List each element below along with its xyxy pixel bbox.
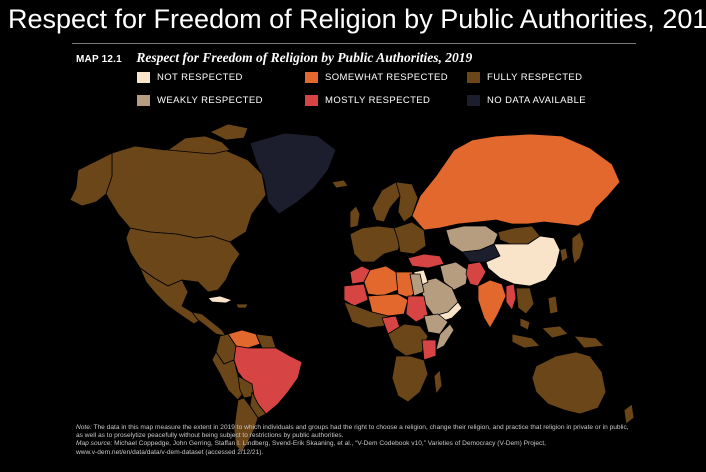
region-central-america: [191, 311, 227, 337]
region-india: [477, 279, 507, 329]
region-brazil: [233, 345, 303, 415]
legend-label: SOMEWHAT RESPECTED: [325, 71, 448, 83]
map-title: Respect for Freedom of Religion by Publi…: [136, 50, 473, 65]
region-arctic-islands-2: [209, 123, 249, 141]
legend-swatch-mostly-respected: [305, 94, 318, 106]
title-divider: [72, 43, 636, 44]
region-cuba: [207, 295, 233, 304]
region-japan: [571, 231, 585, 265]
region-sudan: [405, 295, 429, 323]
source-label: Map source:: [76, 440, 113, 448]
note-paragraph: Note: The data in this map measure the e…: [76, 424, 636, 440]
region-indonesia-2: [541, 325, 569, 339]
region-east-africa: [421, 339, 437, 361]
legend-swatch-not-respected: [137, 71, 150, 83]
region-greenland: [249, 132, 337, 215]
region-indochina: [515, 287, 535, 315]
region-russia: [411, 133, 621, 231]
region-arctic-islands: [167, 135, 231, 155]
legend-swatch-no-data: [467, 94, 480, 106]
region-mauritania: [343, 283, 369, 307]
map-number: MAP 12.1: [76, 54, 122, 65]
legend-label: MOSTLY RESPECTED: [325, 94, 431, 106]
legend-label: WEAKLY RESPECTED: [157, 94, 263, 106]
slide-title: Respect for Freedom of Religion by Publi…: [8, 4, 706, 34]
legend-label: NOT RESPECTED: [157, 71, 243, 83]
region-iran: [439, 261, 469, 291]
note-label: Note:: [76, 424, 92, 431]
region-turkey: [407, 253, 445, 269]
legend-item-fully-respected: FULLY RESPECTED: [467, 70, 582, 84]
region-korea: [559, 247, 569, 263]
region-myanmar: [505, 283, 517, 311]
source-url: www.v-dem.net/en/data/data/v-dem-dataset…: [76, 448, 264, 456]
legend-item-weakly-respected: WEAKLY RESPECTED: [137, 93, 263, 107]
region-iceland: [331, 179, 349, 189]
region-new-zealand: [623, 403, 635, 425]
region-eastern-europe: [393, 221, 427, 255]
region-afghanistan: [465, 261, 487, 287]
region-ethiopia: [423, 313, 449, 335]
region-argentina: [233, 397, 259, 453]
legend-swatch-fully-respected: [467, 71, 480, 83]
region-malaysia: [519, 317, 531, 331]
map-note: Note: The data in this map measure the e…: [76, 424, 636, 457]
region-egypt: [409, 273, 425, 297]
legend-label: NO DATA AVAILABLE: [487, 94, 587, 106]
legend-item-no-data: NO DATA AVAILABLE: [467, 93, 586, 107]
region-new-guinea: [573, 335, 605, 349]
map-heading: MAP 12.1 Respect for Freedom of Religion…: [76, 49, 472, 67]
legend-swatch-somewhat-respected: [305, 71, 318, 83]
region-southern-africa: [391, 355, 429, 403]
region-australia: [531, 351, 607, 415]
region-caribbean: [235, 303, 249, 309]
region-china: [485, 235, 561, 287]
region-uk: [349, 205, 361, 229]
legend-item-somewhat-respected: SOMEWHAT RESPECTED: [305, 70, 448, 84]
legend-item-not-respected: NOT RESPECTED: [137, 70, 243, 84]
region-indonesia-1: [511, 333, 541, 349]
region-peru: [211, 351, 245, 401]
region-bolivia: [237, 375, 255, 399]
note-text: The data in this map measure the extent …: [76, 424, 629, 440]
region-philippines: [547, 295, 559, 315]
region-western-europe: [349, 225, 403, 263]
source-paragraph: Map source: Michael Coppedge, John Gerri…: [76, 440, 636, 448]
region-somalia: [435, 323, 455, 351]
region-alaska: [69, 152, 113, 207]
region-sweden-finland: [395, 181, 419, 223]
source-text: Michael Coppedge, John Gerring, Staffan …: [114, 440, 546, 448]
region-guianas: [255, 333, 277, 349]
region-canada: [105, 145, 267, 243]
legend-label: FULLY RESPECTED: [487, 71, 583, 83]
legend-swatch-weakly-respected: [137, 94, 150, 106]
legend-item-mostly-respected: MOSTLY RESPECTED: [305, 93, 430, 107]
region-madagascar: [433, 369, 443, 395]
